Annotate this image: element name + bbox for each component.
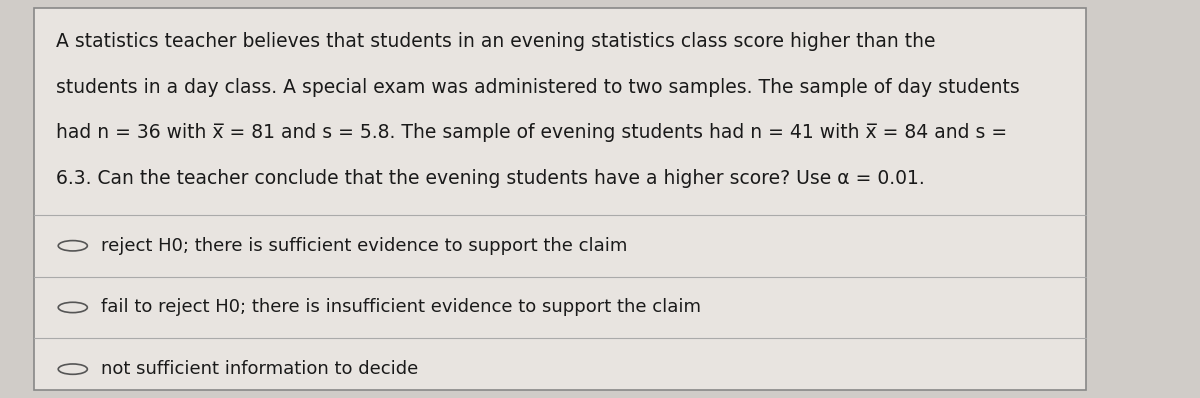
Text: not sufficient information to decide: not sufficient information to decide [101, 360, 418, 378]
FancyBboxPatch shape [34, 8, 1086, 390]
Text: reject H0; there is sufficient evidence to support the claim: reject H0; there is sufficient evidence … [101, 237, 628, 255]
Text: students in a day class. A special exam was administered to two samples. The sam: students in a day class. A special exam … [56, 78, 1020, 97]
Text: 6.3. Can the teacher conclude that the evening students have a higher score? Use: 6.3. Can the teacher conclude that the e… [56, 169, 925, 188]
Text: fail to reject H0; there is insufficient evidence to support the claim: fail to reject H0; there is insufficient… [101, 298, 701, 316]
Text: A statistics teacher believes that students in an evening statistics class score: A statistics teacher believes that stude… [56, 32, 936, 51]
Text: had n = 36 with x̅ = 81 and s = 5.8. The sample of evening students had n = 41 w: had n = 36 with x̅ = 81 and s = 5.8. The… [56, 123, 1007, 142]
